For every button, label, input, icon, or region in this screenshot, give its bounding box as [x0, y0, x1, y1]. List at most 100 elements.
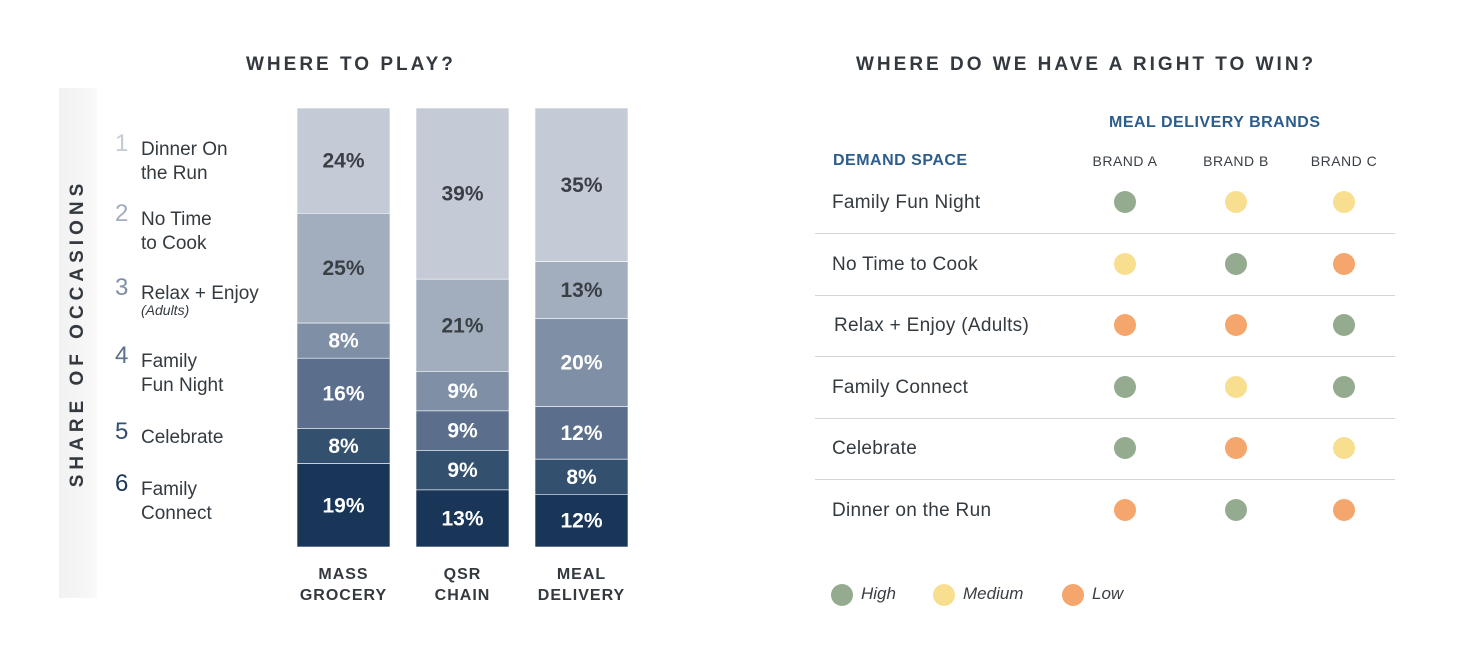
demand-space-label: Family Fun Night: [832, 192, 981, 213]
rating-dot: [1114, 314, 1136, 337]
rating-dot: [1114, 191, 1136, 213]
occasion-label: Family Connect: [141, 478, 212, 526]
bar-segment: [534, 107, 629, 262]
rating-dot: [1114, 375, 1136, 398]
category-label: DELIVERY: [538, 587, 625, 604]
bar-value-label: 20%: [560, 352, 602, 375]
bar-segment: [296, 107, 391, 214]
row-divider: [815, 233, 1395, 234]
rating-dot: [1333, 437, 1355, 460]
occasion-number: 6: [115, 470, 129, 497]
category-label: CHAIN: [435, 587, 491, 604]
occasion-label: No Time to Cook: [141, 208, 212, 256]
demand-space-label: Dinner on the Run: [832, 500, 992, 521]
bar-value-label: 13%: [560, 279, 602, 302]
legend-swatch: [831, 584, 853, 606]
occasion-number: 5: [115, 418, 129, 445]
brands-header: MEAL DELIVERY BRANDS: [1109, 114, 1321, 131]
occasion-number: 1: [115, 130, 129, 157]
bar-value-label: 13%: [441, 507, 483, 530]
brand-column-header: BRAND C: [1310, 153, 1378, 169]
rating-dot: [1114, 437, 1136, 460]
bar-value-label: 25%: [322, 257, 364, 280]
bar-value-label: 16%: [322, 382, 364, 405]
occasion-label-line: Dinner On: [141, 139, 228, 160]
occasion-label-line: to Cook: [141, 233, 207, 254]
category-label: MASS: [318, 566, 368, 583]
demand-space-label: Celebrate: [832, 438, 918, 460]
category-label: GROCERY: [300, 587, 387, 604]
left-chart-title: WHERE TO PLAY?: [246, 54, 456, 75]
demand-row: Family Fun Night: [815, 172, 1395, 234]
bar-segment: [415, 371, 510, 412]
bar-value-label: 19%: [322, 494, 364, 517]
rating-dot: [1333, 252, 1355, 275]
y-axis-title: SHARE OF OCCASIONS: [67, 178, 88, 488]
legend-swatch: [933, 584, 955, 606]
occasion-label-line: Family: [141, 351, 197, 372]
bar-segment: [415, 278, 510, 372]
rating-dot: [1225, 437, 1247, 460]
rating-dot: [1333, 314, 1355, 337]
brand-column-header: BRAND A: [1092, 153, 1158, 169]
demand-space-label: No Time to Cook: [832, 253, 978, 275]
bar-segment: [534, 406, 629, 460]
occasion-label: Relax + Enjoy (Adults): [141, 282, 259, 318]
bar-value-label: 8%: [328, 435, 359, 458]
demand-space-label: Relax + Enjoy (Adults): [834, 315, 1030, 337]
bar-segment: [296, 213, 391, 324]
occasion-label-line: Relax + Enjoy: [141, 283, 259, 304]
legend-label: Low: [1092, 584, 1124, 603]
rating-dot: [1225, 314, 1247, 337]
legend-label: Medium: [963, 584, 1024, 603]
bar-segment: [296, 463, 391, 548]
legend-swatch: [1062, 584, 1084, 606]
row-divider: [815, 356, 1395, 358]
row-divider: [815, 417, 1395, 419]
row-divider: [815, 479, 1395, 481]
occasion-number: 3: [115, 274, 129, 301]
demand-row: Celebrate: [815, 418, 1395, 481]
demand-row: Family Connect: [815, 357, 1395, 419]
bar-segment: [296, 322, 391, 359]
rating-dot: [1114, 499, 1136, 521]
occasion-label: Family Fun Night: [141, 350, 223, 398]
occasion-sublabel: (Adults): [141, 302, 190, 318]
bar-value-label: 12%: [560, 510, 602, 533]
bar-segment: [534, 261, 629, 320]
category-label: QSR: [444, 566, 482, 583]
bar-value-label: 9%: [447, 380, 478, 403]
bar-value-label: 9%: [447, 459, 478, 482]
bar-value-label: 8%: [566, 466, 597, 489]
bar-value-label: 8%: [328, 330, 359, 353]
rating-dot: [1225, 375, 1247, 398]
rating-dot: [1333, 191, 1355, 213]
bar-value-label: 12%: [560, 422, 602, 445]
bar-segment: [415, 107, 510, 280]
bar-segment: [296, 357, 391, 429]
demand-row: No Time to Cook: [815, 234, 1395, 296]
bar-value-label: 35%: [560, 174, 602, 197]
bar-value-label: 9%: [447, 420, 478, 443]
bar-segment: [534, 458, 629, 495]
category-label: MEAL: [557, 566, 606, 583]
occasion-number: 4: [115, 342, 129, 369]
occasion-label: Celebrate: [141, 426, 223, 450]
bar-value-label: 24%: [322, 150, 364, 173]
demand-space-label: Family Connect: [832, 376, 969, 398]
right-table-title: WHERE DO WE HAVE A RIGHT TO WIN?: [856, 54, 1317, 75]
demand-space-header: DEMAND SPACE: [833, 152, 968, 169]
occasion-label-line: Fun Night: [141, 375, 224, 396]
axis-band: [59, 88, 97, 598]
rating-dot: [1225, 191, 1247, 213]
occasion-label: Dinner On the Run: [141, 138, 228, 186]
rating-dot: [1225, 499, 1247, 521]
rating-dot: [1114, 252, 1136, 275]
rating-dot: [1225, 252, 1247, 275]
bar-value-label: 21%: [441, 314, 483, 337]
bar-segment: [415, 450, 510, 491]
bar-segment: [534, 318, 629, 407]
rating-dot: [1333, 375, 1355, 398]
brand-column-header: BRAND B: [1203, 153, 1269, 169]
occasion-label-line: the Run: [141, 163, 208, 184]
